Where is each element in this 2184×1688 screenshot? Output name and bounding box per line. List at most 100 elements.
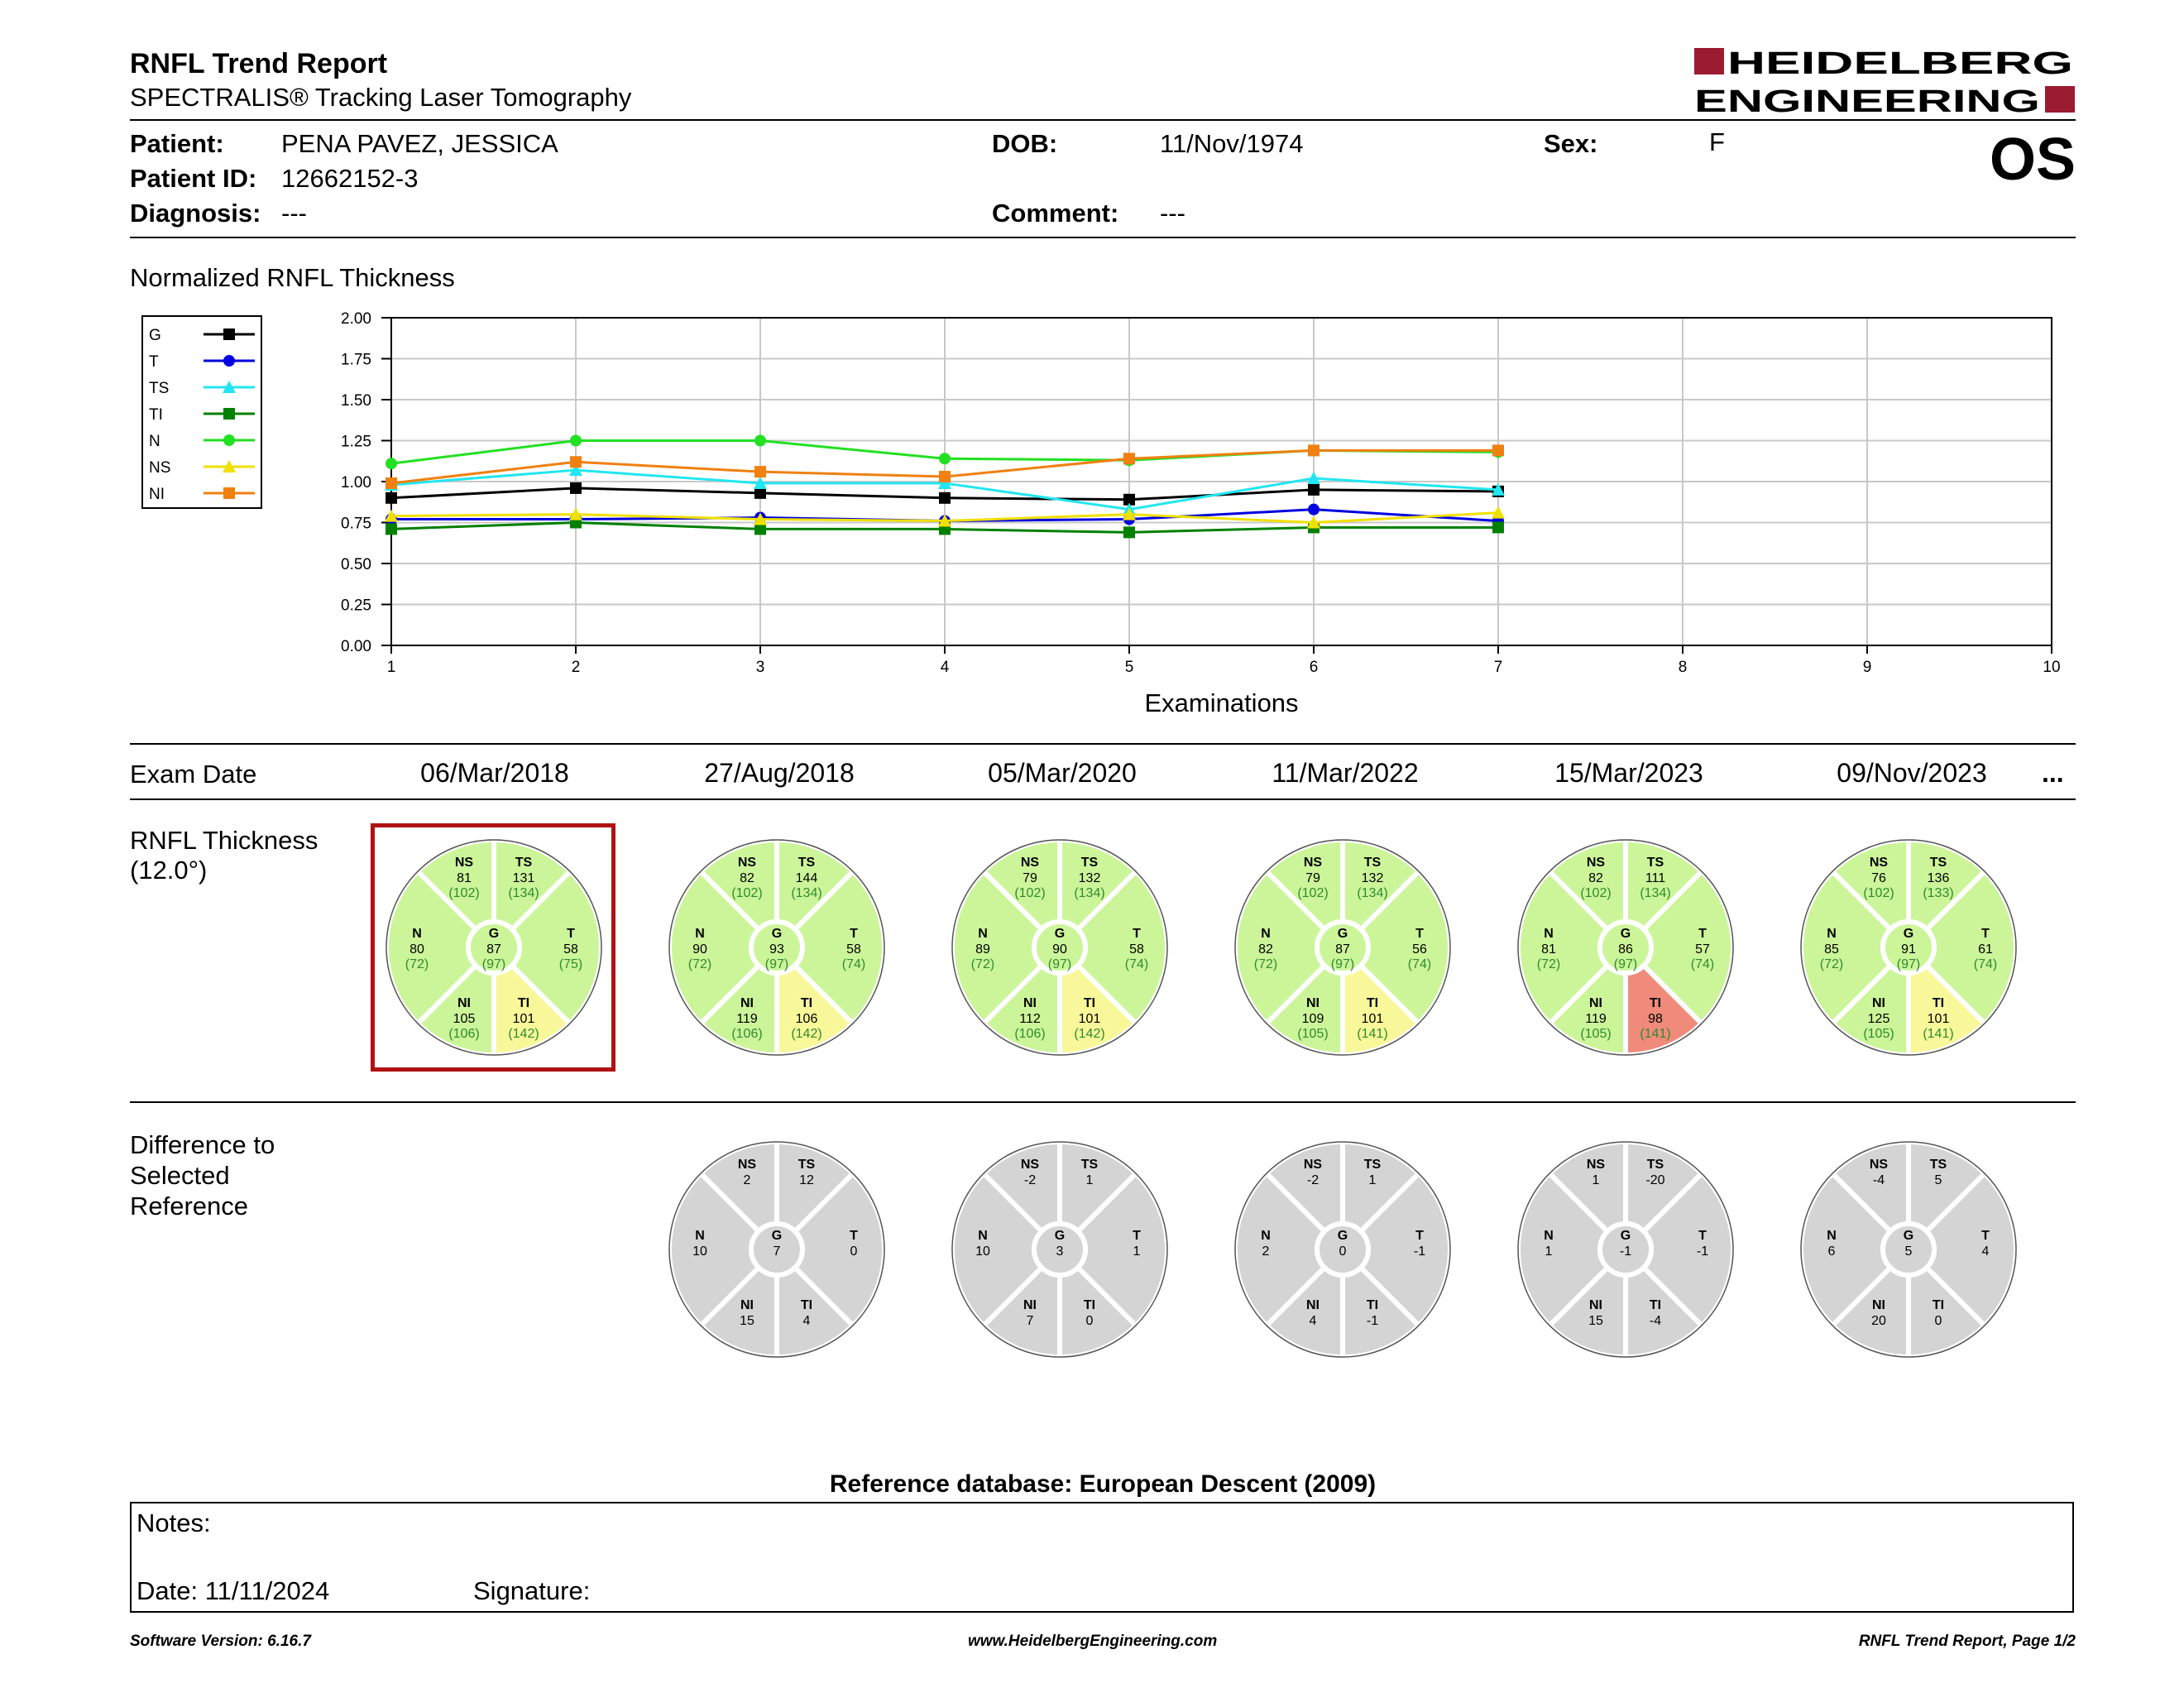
report-title: RNFL Trend Report	[130, 48, 388, 79]
sector-diff-t: 1	[1133, 1244, 1141, 1259]
sector-normal-ti: (141)	[1640, 1027, 1670, 1041]
y-tick-label: 0.50	[341, 556, 371, 573]
sector-value-ns: 79	[1023, 871, 1037, 885]
sector-label-ns: NS	[738, 1158, 757, 1172]
diagnosis-value: ---	[281, 199, 307, 228]
data-point-g	[1308, 483, 1320, 496]
sector-label-n: N	[1827, 1229, 1837, 1243]
sector-label-n: N	[1261, 927, 1271, 941]
sector-normal-ns: (102)	[731, 886, 762, 900]
exam-date-label: Exam Date	[130, 760, 257, 789]
sector-g	[1032, 1221, 1088, 1278]
sector-diff-g: 7	[774, 1244, 781, 1259]
chart-title: Normalized RNFL Thickness	[130, 263, 455, 292]
sector-label-t: T	[1415, 927, 1424, 941]
exam-date-2: 27/Aug/2018	[704, 758, 855, 788]
sector-label-n: N	[1827, 927, 1837, 941]
sector-label-ts: TS	[1364, 856, 1382, 870]
sector-g	[1597, 1221, 1654, 1278]
sector-diff-ns: 2	[744, 1173, 751, 1187]
series-ns	[385, 506, 1505, 529]
data-point-ti	[754, 523, 766, 535]
sector-label-g: G	[489, 927, 499, 941]
eye-indicator: OS	[1989, 127, 2076, 193]
sector-diff-g: -1	[1620, 1244, 1631, 1259]
sector-value-ns: 81	[457, 871, 472, 885]
notes-label: Notes:	[136, 1508, 211, 1537]
website-link[interactable]: www.HeidelbergEngineering.com	[968, 1633, 1218, 1650]
exam-date-1: 06/Mar/2018	[420, 758, 569, 788]
data-point-ti	[1123, 526, 1135, 539]
legend-marker-ti	[223, 408, 235, 420]
data-point-ns	[1492, 506, 1505, 519]
sector-value-n: 81	[1541, 942, 1556, 957]
disc-outline	[951, 839, 1168, 1056]
report-subtitle: SPECTRALIS® Tracking Laser Tomography	[130, 83, 632, 112]
sector-normal-n: (72)	[1537, 957, 1560, 971]
sector-diff-g: 5	[1905, 1244, 1913, 1259]
sector-normal-ni: (105)	[1297, 1027, 1328, 1041]
thickness-disc-5: T57(74) TI 98(141) NI 119(105) N81(72) NS82(10…	[1516, 837, 1736, 1058]
legend-marker-g	[223, 328, 235, 340]
sector-label-ts: TS	[1930, 856, 1947, 870]
sector-value-n: 89	[975, 942, 990, 957]
sector-diff-ni: 15	[1588, 1314, 1603, 1328]
sector-diff-ti: 4	[803, 1314, 811, 1328]
legend-label-t: T	[149, 353, 159, 371]
sector-diff-ti: 0	[1935, 1314, 1942, 1328]
sector-label-n: N	[412, 927, 422, 941]
notes-box[interactable]: Notes: Date: 11/11/2024 Signature:	[130, 1502, 2074, 1613]
sector-normal-g: (97)	[1331, 957, 1354, 971]
sector-value-ni: 125	[1868, 1012, 1890, 1026]
sector-value-n: 85	[1824, 942, 1839, 957]
data-point-ni	[754, 466, 766, 478]
sector-normal-ni: (106)	[448, 1027, 479, 1041]
sector-label-ns: NS	[1021, 1158, 1040, 1172]
data-point-ts	[569, 463, 582, 477]
sector-g	[1315, 1221, 1371, 1278]
more-exams-indicator[interactable]: ...	[2042, 758, 2064, 788]
sector-value-n: 90	[692, 942, 707, 957]
sector-normal-n: (72)	[405, 957, 429, 971]
sector-normal-ts: (134)	[1074, 886, 1104, 900]
sector-normal-t: (74)	[1125, 957, 1148, 971]
sector-normal-ts: (134)	[508, 886, 539, 900]
sector-normal-ti: (142)	[1074, 1027, 1104, 1041]
x-tick-label: 1	[387, 659, 396, 676]
sector-label-ni: NI	[1872, 996, 1885, 1010]
sector-label-ti: TI	[518, 996, 529, 1010]
sector-normal-g: (97)	[1048, 957, 1071, 971]
sex-label: Sex:	[1544, 129, 1598, 158]
sector-normal-n: (72)	[1254, 957, 1277, 971]
sector-value-ns: 76	[1871, 871, 1886, 885]
sector-label-g: G	[1904, 927, 1913, 941]
legend-label-n: N	[149, 433, 160, 450]
sector-value-ti: 101	[1079, 1012, 1101, 1026]
sector-label-t: T	[850, 927, 858, 941]
sector-label-ni: NI	[1872, 1298, 1885, 1312]
sector-value-t: 58	[846, 942, 861, 957]
sector-label-ns: NS	[1304, 1158, 1323, 1172]
data-point-g	[754, 487, 766, 499]
legend-marker-ns	[223, 460, 236, 472]
signature-label: Signature:	[473, 1576, 591, 1605]
data-point-ni	[1492, 444, 1504, 457]
sector-value-ts: 111	[1645, 871, 1665, 885]
sector-label-ns: NS	[1870, 856, 1889, 870]
sector-label-ts: TS	[515, 856, 533, 870]
legend-label-ni: NI	[149, 486, 165, 503]
sector-label-ni: NI	[1023, 1298, 1037, 1312]
sector-diff-ns: 1	[1592, 1173, 1600, 1187]
sector-diff-ns: -4	[1873, 1173, 1885, 1187]
sector-label-ti: TI	[1933, 996, 1944, 1010]
sector-label-ns: NS	[1021, 856, 1040, 870]
sector-value-n: 80	[410, 942, 424, 957]
sector-normal-g: (97)	[1897, 957, 1920, 971]
sector-normal-ti: (141)	[1357, 1027, 1387, 1041]
thickness-label-line2: (12.0°)	[130, 856, 208, 885]
sector-normal-ts: (134)	[1357, 886, 1387, 900]
comment-label: Comment:	[992, 199, 1119, 228]
data-point-g	[1123, 493, 1135, 506]
sector-normal-t: (75)	[559, 957, 582, 971]
